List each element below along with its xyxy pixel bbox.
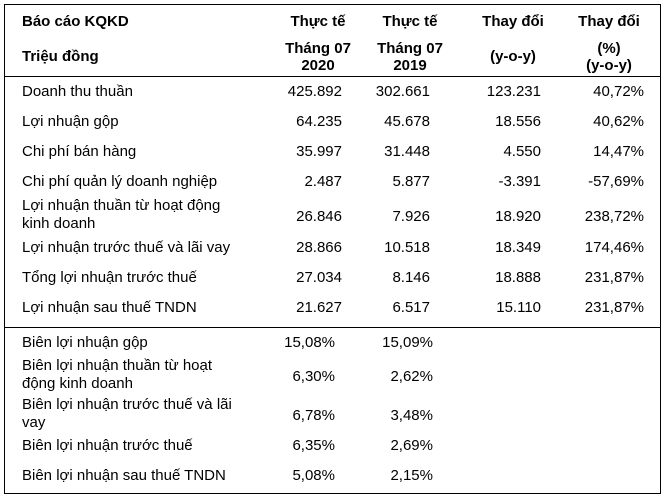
margin-label: Biên lợi nhuận trước thuế	[22, 437, 193, 454]
value-change: 18.349	[495, 239, 541, 256]
value-2019: 8.146	[392, 269, 430, 286]
row-label: Tổng lợi nhuận trước thuế	[22, 269, 197, 286]
margin-2019: 3,48%	[390, 407, 433, 424]
col-2020-header-line1: Thực tế	[290, 13, 346, 30]
value-pct: 40,72%	[593, 83, 644, 100]
report-title: Báo cáo KQKD	[22, 13, 129, 30]
value-change: 18.888	[495, 269, 541, 286]
margin-2020: 6,78%	[292, 407, 335, 424]
unit-label: Triệu đồng	[22, 48, 99, 65]
margin-2020: 6,35%	[292, 437, 335, 454]
col-2019-header-line1: Thực tế	[382, 13, 438, 30]
col-2019-header-line2: Tháng 07	[377, 40, 443, 57]
col-change-header-line2: (y-o-y)	[490, 48, 536, 65]
row-label: Lợi nhuận sau thuế TNDN	[22, 299, 197, 316]
margin-2019: 2,15%	[390, 467, 433, 484]
report-table	[4, 4, 661, 494]
value-2020: 28.866	[296, 239, 342, 256]
value-2020: 425.892	[287, 83, 342, 100]
col-2020-header-line2: Tháng 07	[285, 40, 351, 57]
row-label: Chi phí bán hàng	[22, 143, 137, 160]
value-2019: 10.518	[384, 239, 430, 256]
row-label: Chi phí quản lý doanh nghiệp	[22, 173, 218, 190]
row-label: Lợi nhuận gộp	[22, 113, 119, 130]
value-pct: 231,87%	[584, 269, 644, 286]
value-2020: 21.627	[296, 299, 342, 316]
col-change-header-line1: Thay đổi	[482, 13, 544, 30]
value-pct: 14,47%	[593, 143, 644, 160]
margin-2020: 15,08%	[284, 334, 335, 351]
margin-label: Biên lợi nhuận gộp	[22, 334, 148, 351]
value-2019: 6.517	[392, 299, 430, 316]
row-label: Doanh thu thuần	[22, 83, 133, 100]
margin-label-line2: vay	[22, 414, 46, 431]
value-pct: 40,62%	[593, 113, 644, 130]
value-2019: 45.678	[384, 113, 430, 130]
row-label-line2: kinh doanh	[22, 215, 96, 232]
col-pct-header-line2: (%)	[597, 40, 621, 57]
value-2020: 64.235	[296, 113, 342, 130]
value-2019: 5.877	[392, 173, 430, 190]
row-label: Lợi nhuận thuần từ hoạt động	[22, 197, 221, 214]
margin-label: Biên lợi nhuận trước thuế và lãi	[22, 396, 232, 413]
value-2020: 2.487	[304, 173, 342, 190]
row-label: Lợi nhuận trước thuế và lãi vay	[22, 239, 231, 256]
col-pct-header-line1: Thay đổi	[578, 13, 640, 30]
margin-2019: 2,62%	[390, 368, 433, 385]
value-pct: 231,87%	[584, 299, 644, 316]
margin-label: Biên lợi nhuận sau thuế TNDN	[22, 467, 226, 484]
value-pct: 238,72%	[584, 208, 644, 225]
margin-label: Biên lợi nhuận thuần từ hoạt	[22, 357, 213, 374]
section-divider	[4, 327, 661, 328]
value-2020: 27.034	[296, 269, 342, 286]
margin-2019: 15,09%	[382, 334, 433, 351]
value-change: 4.550	[503, 143, 541, 160]
col-2019-header-line3: 2019	[393, 57, 427, 74]
value-change: 15.110	[496, 299, 541, 316]
margin-2020: 5,08%	[292, 467, 335, 484]
value-2019: 31.448	[384, 143, 430, 160]
value-2020: 35.997	[296, 143, 342, 160]
margin-label-line2: động kinh doanh	[22, 375, 133, 392]
value-pct: -57,69%	[588, 173, 644, 190]
margin-2019: 2,69%	[390, 437, 433, 454]
value-change: 123.231	[486, 83, 541, 100]
value-2020: 26.846	[296, 208, 342, 225]
value-2019: 7.926	[392, 208, 430, 225]
col-pct-header-line3: (y-o-y)	[586, 57, 632, 74]
col-2020-header-line3: 2020	[301, 57, 335, 74]
value-change: 18.920	[495, 208, 541, 225]
value-pct: 174,46%	[584, 239, 644, 256]
header-divider	[4, 76, 661, 77]
value-change: 18.556	[495, 113, 541, 130]
margin-2020: 6,30%	[292, 368, 335, 385]
value-change: -3.391	[498, 173, 541, 190]
value-2019: 302.661	[375, 83, 430, 100]
